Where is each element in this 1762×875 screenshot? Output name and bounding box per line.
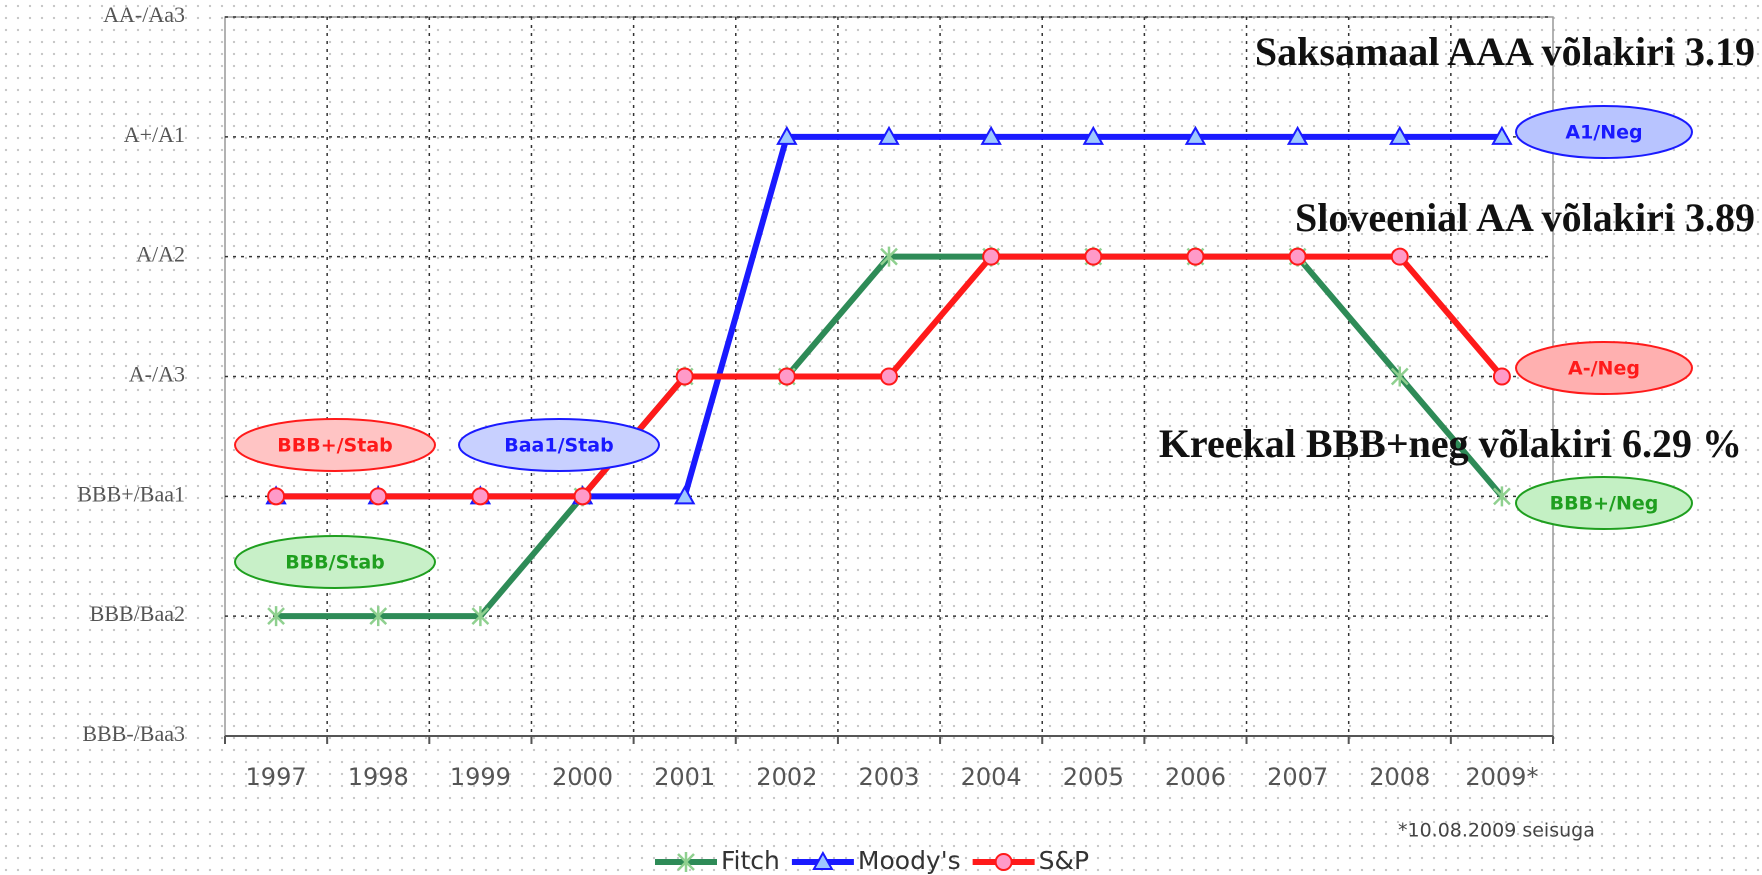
rating-bubble [234,418,436,472]
marker [880,246,898,267]
marker [369,606,388,627]
x-tick-label: 2008 [1369,763,1430,791]
marker [1491,125,1513,145]
legend-label: Moody's [858,846,961,875]
x-tick-label: 1999 [450,763,511,791]
marker [573,487,592,506]
rating-label: BBB/Stab [285,552,385,574]
marker [776,125,798,145]
marker [471,606,490,627]
marker [267,487,286,506]
marker [878,125,900,145]
y-tick-label: A/A2 [136,242,185,267]
marker [675,367,694,386]
marker [673,485,696,505]
x-tick-label: 2005 [1063,763,1124,791]
marker [677,852,695,872]
legend-label: S&P [1039,846,1089,875]
footnote: *10.08.2009 seisuga [1398,820,1595,842]
x-tick-label: 2000 [552,763,613,791]
x-tick-label: 2001 [654,763,715,791]
rating-label: Baa1/Stab [504,435,613,457]
x-tick-label: 2004 [961,763,1022,791]
marker [267,606,285,627]
annotation: Sloveenial AA võlakiri 3.89 [1295,195,1755,240]
rating-label: BBB+/Neg [1550,493,1659,515]
marker [812,850,834,870]
marker [1286,125,1309,145]
x-tick-label: 2006 [1165,763,1226,791]
marker [1084,247,1103,266]
annotation: Saksamaal AAA võlakiri 3.19 [1255,29,1755,74]
marker [880,367,898,386]
y-tick-label: A-/A3 [129,362,185,387]
legend-label: Fitch [721,846,780,875]
rating-label: BBB+/Stab [277,435,393,457]
marker [980,125,1002,145]
marker [1184,125,1207,145]
rating-bubble [1515,476,1693,530]
y-tick-label: BBB-/Baa3 [82,721,185,746]
y-tick-label: AA-/Aa3 [103,2,185,27]
rating-label: A1/Neg [1565,122,1642,144]
x-tick-label: 1997 [246,763,307,791]
marker [1082,125,1105,145]
marker [1389,125,1411,145]
marker [982,247,1001,266]
plot-area: BBB-/Baa3 BBB/Baa2 BBB+/Baa1 A-/A3 A/A2 A+/A1… [77,2,1554,791]
marker [1390,247,1409,266]
y-tick-label: BBB/Baa2 [90,601,185,626]
x-tick-label: 2009* [1465,763,1538,791]
x-tick-label: 2003 [858,763,919,791]
rating-bubble [1515,341,1693,395]
rating-bubble [1515,105,1693,159]
marker [1186,247,1205,266]
y-tick-label: A+/A1 [124,122,185,147]
legend: Fitch Moody's S&P [655,846,1089,875]
annotation: Kreekal BBB+neg võlakiri 6.29 % [1159,421,1742,466]
x-tick-label: 1998 [348,763,409,791]
x-tick-label: 2002 [756,763,817,791]
marker [1493,486,1511,507]
marker [777,367,796,386]
rating-label: A-/Neg [1568,358,1640,380]
marker [1288,247,1307,266]
y-tick-label: BBB+/Baa1 [77,481,185,506]
rating-bubble [234,535,436,589]
marker [1390,366,1409,387]
marker [369,487,388,506]
rating-bubble [458,418,660,472]
marker [994,853,1013,871]
marker [471,487,490,506]
x-tick-label: 2007 [1267,763,1328,791]
marker [1492,367,1511,386]
